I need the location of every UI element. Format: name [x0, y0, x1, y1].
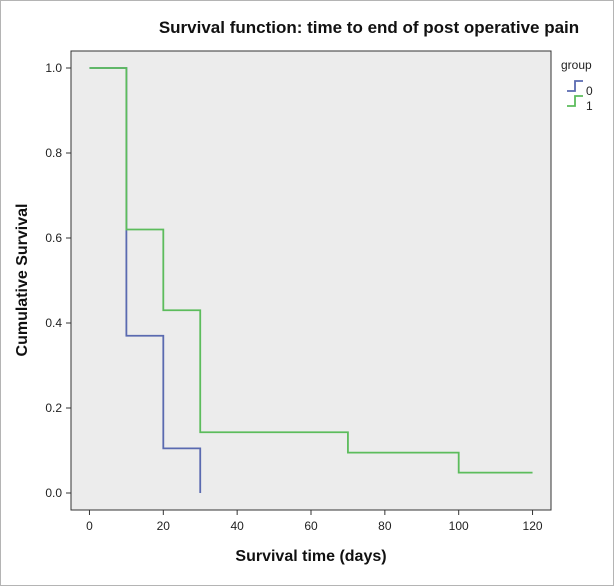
legend-swatch	[567, 95, 583, 107]
chart-title: Survival function: time to end of post o…	[159, 18, 579, 37]
x-tick-label: 80	[378, 519, 392, 533]
x-axis-label: Survival time (days)	[235, 548, 386, 565]
plot-area	[70, 50, 552, 511]
y-tick-label: 0.0	[45, 486, 62, 500]
x-tick-label: 0	[86, 519, 93, 533]
legend-item-group-0: 0	[567, 80, 593, 98]
series-layer	[89, 67, 533, 493]
legend-label: 1	[586, 99, 593, 113]
x-tick-label: 20	[157, 519, 171, 533]
legend-item-group-1: 1	[567, 95, 593, 113]
y-tick-label: 0.6	[45, 231, 62, 245]
x-tick-label: 120	[523, 519, 543, 533]
x-tick-label: 100	[449, 519, 469, 533]
series-line-group-1	[89, 67, 533, 474]
y-axis: 0.0 0.2 0.4 0.6 0.8 1.0	[45, 61, 71, 500]
legend-title: group	[561, 58, 592, 72]
y-axis-label: Cumulative Survival	[14, 204, 31, 357]
y-tick-label: 1.0	[45, 61, 62, 75]
y-tick-label: 0.8	[45, 146, 62, 160]
y-tick-label: 0.2	[45, 401, 62, 415]
legend: group 01	[561, 58, 593, 113]
legend-label: 0	[586, 84, 593, 98]
x-axis: 0 20 40 60 80 100 120	[86, 510, 543, 533]
x-tick-label: 40	[230, 519, 244, 533]
x-tick-label: 60	[304, 519, 318, 533]
legend-swatch	[567, 80, 583, 92]
y-tick-label: 0.4	[45, 316, 62, 330]
